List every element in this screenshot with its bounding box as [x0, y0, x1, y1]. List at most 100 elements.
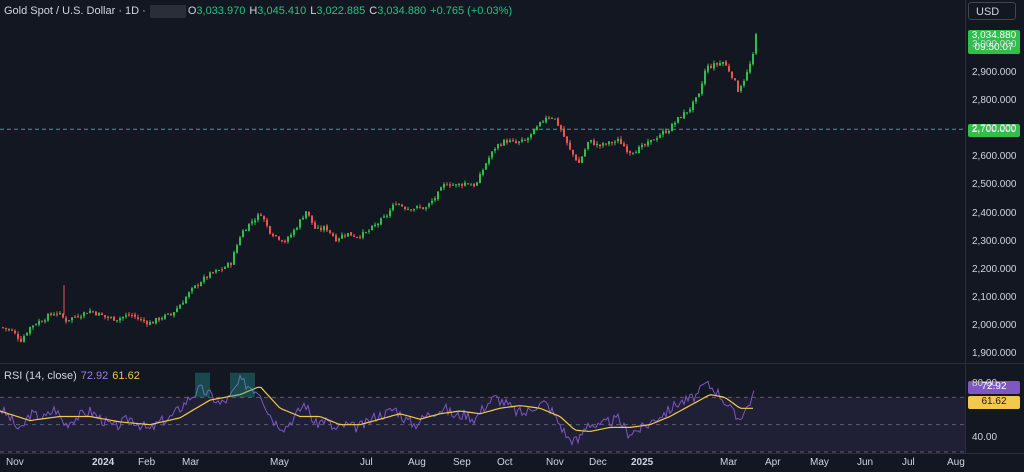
rsi-overbought-fill [230, 372, 255, 398]
candle-body [755, 34, 757, 54]
rsi-ma-tag: 61.62 [968, 396, 1020, 409]
candle-body [59, 313, 61, 315]
rsi-tick-label: 80.00 [972, 377, 998, 389]
candle-body [290, 234, 292, 238]
candle-body [146, 321, 148, 325]
candle-body [452, 184, 454, 186]
candle-body [215, 270, 217, 273]
candle-body [659, 135, 661, 138]
candle-body [482, 170, 484, 175]
candle-body [425, 207, 427, 209]
time-tick-label: Sep [453, 457, 471, 468]
candle-body [416, 206, 418, 209]
candle-body [473, 183, 475, 187]
candle-body [617, 139, 619, 142]
candle-body [518, 141, 520, 143]
candle-body [596, 143, 598, 146]
candle-body [578, 159, 580, 163]
candle-body [128, 314, 130, 316]
candle-body [83, 312, 85, 316]
rsi-legend[interactable]: RSI (14, close) 72.92 61.62 [4, 370, 140, 382]
candle-body [359, 236, 361, 238]
candle-body [737, 80, 739, 92]
candle-body [428, 203, 430, 207]
rsi-overbought-fill [195, 372, 210, 398]
candle-body [50, 313, 52, 315]
candle-body [713, 63, 715, 69]
candle-body [317, 227, 319, 229]
time-tick-label: Apr [765, 457, 781, 468]
candle-body [548, 117, 550, 119]
candle-body [149, 322, 151, 325]
candle-body [236, 245, 238, 253]
candle-body [272, 234, 274, 236]
candle-body [125, 315, 127, 317]
candle-body [407, 208, 409, 210]
candle-body [56, 313, 58, 315]
candle-body [677, 117, 679, 123]
candle-body [251, 221, 253, 224]
candle-body [254, 220, 256, 223]
candle-body [176, 308, 178, 313]
candle-body [371, 225, 373, 230]
candle-body [329, 230, 331, 233]
candle-body [194, 285, 196, 289]
candle-body [5, 327, 7, 330]
time-tick-label: 2024 [92, 457, 115, 468]
candle-body [419, 206, 421, 208]
candle-body [170, 313, 172, 315]
candle-body [467, 183, 469, 185]
candle-body [263, 216, 265, 220]
symbol-legend: Gold Spot / U.S. Dollar · 1D · O 3,033.97… [4, 3, 516, 19]
candle-body [77, 316, 79, 318]
candle-body [650, 139, 652, 143]
candle-body [605, 143, 607, 145]
candle-body [347, 232, 349, 237]
time-tick-label: Oct [497, 457, 513, 468]
candle-body [515, 141, 517, 143]
high-label: H [249, 5, 258, 17]
candle-body [563, 128, 565, 137]
close-value: 3,034.880 [377, 5, 427, 17]
symbol-name[interactable]: Gold Spot / U.S. Dollar · 1D · [4, 5, 146, 17]
rsi-ma-line [0, 386, 753, 432]
candle-body [275, 235, 277, 237]
candle-body [374, 224, 376, 227]
candle-body [647, 141, 649, 146]
rsi-value: 72.92 [80, 370, 109, 382]
candle-body [212, 272, 214, 274]
candle-body [95, 311, 97, 316]
candle-body [311, 215, 313, 223]
price-tick-label: 2,900.000 [972, 67, 1017, 79]
candle-body [248, 223, 250, 231]
candle-body [314, 222, 316, 229]
candle-body [221, 269, 223, 271]
candle-body [404, 206, 406, 210]
last-price-tag: 3,034.880 09:50:07 [968, 30, 1020, 54]
candle-body [53, 314, 55, 316]
candle-body [497, 144, 499, 149]
candle-body [281, 240, 283, 242]
candle-body [611, 142, 613, 144]
candle-body [455, 184, 457, 186]
candle-body [509, 140, 511, 143]
candle-body [14, 330, 16, 334]
time-tick-label: Dec [589, 457, 607, 468]
candle-body [710, 65, 712, 68]
candle-body [638, 146, 640, 154]
time-tick-label: Feb [138, 457, 156, 468]
candle-body [479, 174, 481, 184]
candle-body [11, 329, 13, 331]
candle-body [692, 101, 694, 111]
horizontal-line-tag[interactable]: 2,700.000 [968, 124, 1020, 137]
candle-body [2, 327, 4, 329]
candle-body [122, 316, 124, 319]
candle-body [602, 143, 604, 146]
candle-body [665, 130, 667, 134]
candle-body [23, 336, 25, 342]
currency-button[interactable]: USD [968, 2, 1016, 20]
last-price: 3,034.880 [971, 30, 1017, 41]
candle-body [284, 240, 286, 243]
candle-body [257, 214, 259, 220]
